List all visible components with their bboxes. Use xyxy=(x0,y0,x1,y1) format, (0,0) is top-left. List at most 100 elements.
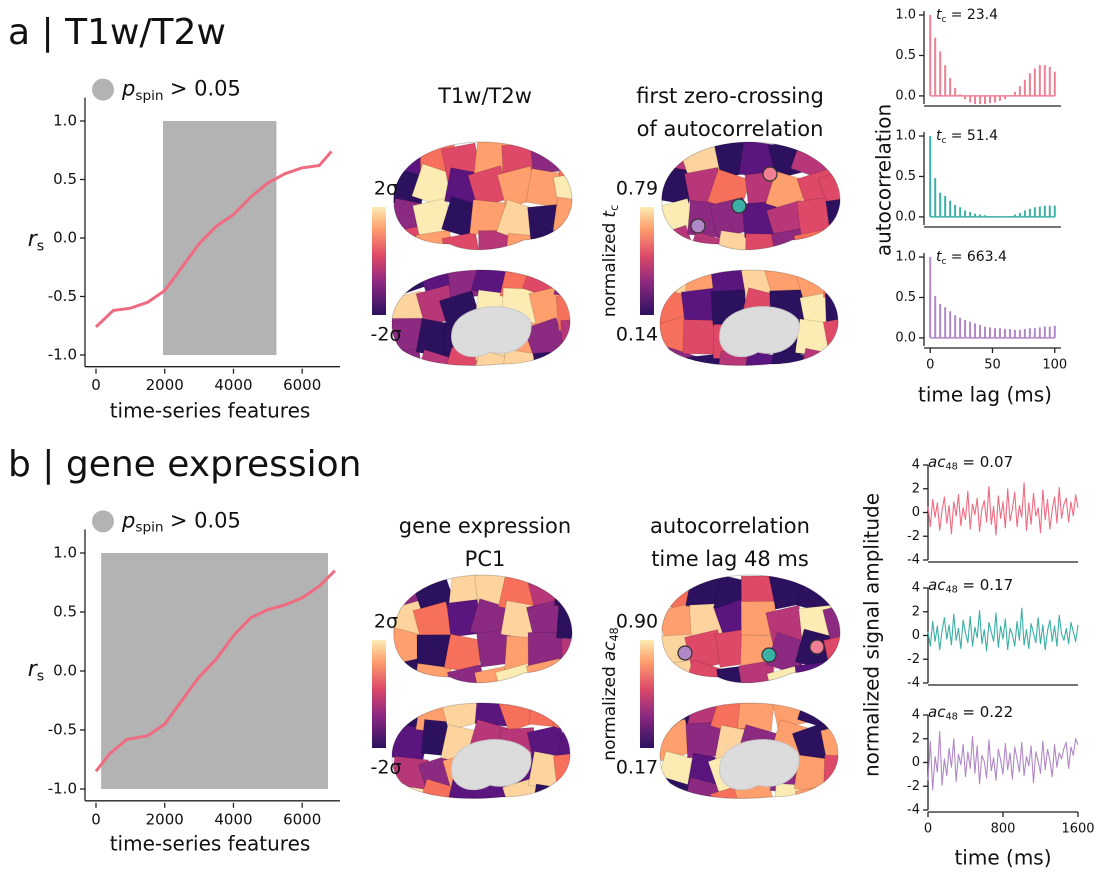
brain-region xyxy=(744,233,781,250)
annotation: ac48 = 0.07 xyxy=(928,453,1013,473)
symbol: ac xyxy=(928,576,946,594)
subscript: c xyxy=(942,136,947,146)
subscript: 48 xyxy=(945,585,957,596)
brain-surface xyxy=(661,142,841,250)
panel-heading: b | gene expression xyxy=(8,444,361,485)
brain-region xyxy=(470,348,514,366)
brain-region xyxy=(525,657,568,683)
text-part: normalized xyxy=(600,666,620,760)
map-title: first zero-crossing xyxy=(636,84,824,108)
brain-region xyxy=(557,781,571,799)
symbol: ac xyxy=(928,453,946,471)
brain-region xyxy=(561,638,573,674)
brain-edge xyxy=(661,141,841,251)
y-axis-label: rs xyxy=(28,657,45,685)
brain-edge xyxy=(659,702,839,799)
y-tick-label: 0.0 xyxy=(53,662,77,680)
subscript: spin xyxy=(135,88,163,104)
colorbar-max-label: 0.79 xyxy=(616,178,658,200)
y-tick-label: 4 xyxy=(912,581,920,596)
medial-wall xyxy=(451,739,532,791)
y-tick-label: 1.0 xyxy=(895,129,916,144)
y-tick-label: 1.0 xyxy=(895,250,916,265)
brain-edge xyxy=(391,702,571,799)
brain-region xyxy=(822,632,841,675)
roi-marker xyxy=(761,647,777,663)
symbol: t xyxy=(936,128,942,144)
y-tick-label: 2 xyxy=(912,731,920,746)
colorbar-label: normalized tc xyxy=(600,205,621,317)
y-tick-label: 0.5 xyxy=(53,170,77,188)
brain-edge xyxy=(393,574,573,684)
brain-region xyxy=(555,603,573,641)
symbol: p xyxy=(121,77,135,101)
brain-region xyxy=(504,232,543,250)
x-axis-label: time (ms) xyxy=(954,846,1051,870)
x-tick-label: 2000 xyxy=(146,810,184,828)
colorbar xyxy=(640,207,654,315)
map-title: of autocorrelation xyxy=(637,117,824,141)
brain-region xyxy=(825,779,839,799)
symbol: r xyxy=(28,657,39,682)
brain-region xyxy=(798,347,839,366)
y-tick-label: 4 xyxy=(912,708,920,723)
brain-surface xyxy=(393,142,573,250)
y-axis-label: autocorrelation xyxy=(872,104,896,256)
y-tick-label: -4 xyxy=(907,676,920,691)
y-tick-label: 0.5 xyxy=(895,290,916,305)
text-part: = 0.17 xyxy=(962,576,1013,594)
brain-surface xyxy=(393,575,573,683)
annotation: tc = 23.4 xyxy=(936,7,998,25)
brain-region xyxy=(766,348,809,366)
medial-wall xyxy=(451,306,532,358)
brain-region xyxy=(826,666,841,683)
colorbar-min-label: -2σ xyxy=(371,757,402,779)
x-tick-label: 100 xyxy=(1042,358,1067,373)
brain-edge xyxy=(391,269,571,366)
subscript: 48 xyxy=(945,462,957,473)
map-title: time lag 48 ms xyxy=(651,547,809,571)
x-axis-label: time-series features xyxy=(110,832,311,856)
panel-heading: a | T1w/T2w xyxy=(8,12,226,53)
subscript: c xyxy=(608,205,621,211)
brain-region xyxy=(552,751,571,791)
y-tick-label: 1.0 xyxy=(895,8,916,23)
y-tick-label: 2 xyxy=(912,604,920,619)
text-part: = 23.4 xyxy=(951,7,998,23)
roi-marker xyxy=(809,639,825,655)
colorbar-min-label: -2σ xyxy=(371,324,402,346)
data-line xyxy=(927,607,1079,652)
text-part: > 0.05 xyxy=(170,508,241,532)
brain-region xyxy=(530,783,571,799)
text-part: = 0.22 xyxy=(962,703,1013,721)
brain-region xyxy=(528,703,567,729)
x-tick-label: 0 xyxy=(926,358,934,373)
x-tick-label: 6000 xyxy=(283,810,321,828)
legend-label: pspin > 0.05 xyxy=(121,77,241,104)
y-tick-label: 0.0 xyxy=(895,209,916,224)
data-line xyxy=(94,150,333,329)
text-part: = 51.4 xyxy=(951,128,998,144)
brain-region xyxy=(529,142,568,175)
x-axis-label: time-series features xyxy=(110,399,311,423)
x-tick-label: 1600 xyxy=(1061,822,1094,837)
brain-region xyxy=(392,784,429,799)
subscript: spin xyxy=(135,520,163,536)
map-title: gene expression xyxy=(399,514,571,538)
y-tick-label: -2 xyxy=(907,652,920,667)
subscript: s xyxy=(37,669,44,685)
brain-edge xyxy=(661,574,841,684)
y-tick-label: 2 xyxy=(912,481,920,496)
y-tick-label: 0 xyxy=(912,628,920,643)
subscript: c xyxy=(942,15,947,25)
x-tick-label: 4000 xyxy=(214,810,252,828)
y-tick-label: -1.0 xyxy=(48,346,77,364)
text-part: = 0.07 xyxy=(962,453,1013,471)
brain-region xyxy=(500,348,541,366)
brain-region xyxy=(794,661,834,683)
colorbar-min-label: 0.14 xyxy=(616,324,658,346)
symbol: ac xyxy=(928,703,946,721)
x-tick-label: 6000 xyxy=(283,376,321,394)
brain-region xyxy=(554,575,573,608)
